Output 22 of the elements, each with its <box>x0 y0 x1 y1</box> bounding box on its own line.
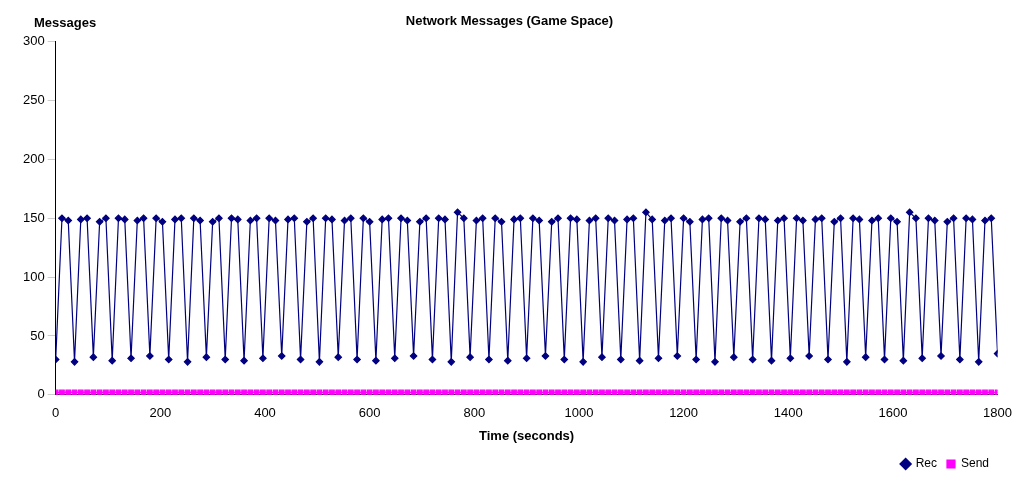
x-axis-title: Time (seconds) <box>479 427 575 443</box>
chart-title: Network Messages (Game Space) <box>405 13 614 29</box>
x-tick-label: 1000 <box>564 405 594 421</box>
y-tick-label: 50 <box>30 327 45 343</box>
legend-label: Send <box>960 456 990 471</box>
x-tick-label: 1800 <box>983 405 1012 421</box>
y-tick-label: 150 <box>22 209 45 225</box>
legend-label: Rec <box>915 456 937 471</box>
y-tick-label: 100 <box>22 268 45 284</box>
y-axis-title: Messages <box>34 15 97 31</box>
y-tick-label: 200 <box>22 150 45 166</box>
x-tick-label: 1400 <box>773 405 803 421</box>
x-tick-label: 400 <box>254 405 276 421</box>
y-tick-label: 250 <box>22 92 45 108</box>
y-tick-label: 0 <box>37 386 45 402</box>
y-tick-label: 300 <box>22 33 45 49</box>
x-tick-label: 0 <box>52 405 60 421</box>
x-tick-label: 600 <box>358 405 381 421</box>
x-tick-label: 1600 <box>878 405 908 421</box>
x-tick-label: 800 <box>463 405 486 421</box>
x-tick-label: 1200 <box>669 405 699 421</box>
x-tick-label: 200 <box>149 405 172 421</box>
